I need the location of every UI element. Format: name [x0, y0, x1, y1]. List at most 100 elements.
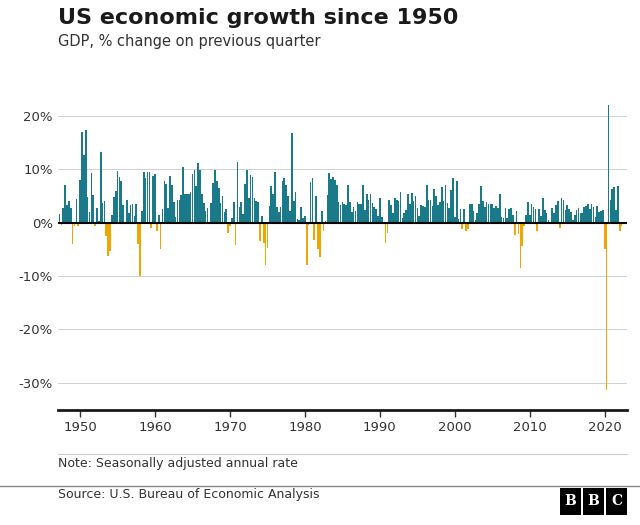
Bar: [529, 215, 531, 223]
Bar: [201, 194, 203, 223]
Bar: [113, 197, 115, 223]
Bar: [401, 218, 403, 223]
Bar: [458, 219, 460, 223]
Bar: [373, 207, 375, 223]
Bar: [417, 208, 418, 223]
Bar: [422, 206, 424, 223]
Bar: [392, 213, 394, 223]
Bar: [493, 208, 495, 223]
Bar: [295, 192, 296, 223]
Bar: [613, 187, 615, 223]
Bar: [435, 196, 437, 223]
Bar: [134, 216, 135, 223]
Bar: [314, 223, 315, 239]
Bar: [76, 199, 77, 223]
Bar: [310, 182, 312, 223]
Bar: [426, 185, 428, 223]
Bar: [334, 180, 336, 223]
Bar: [173, 202, 175, 223]
Bar: [94, 223, 96, 226]
Bar: [609, 200, 611, 223]
Bar: [64, 185, 66, 223]
Bar: [214, 170, 216, 223]
Bar: [502, 218, 504, 223]
Bar: [293, 201, 294, 223]
Bar: [278, 212, 280, 223]
Bar: [356, 202, 358, 223]
Bar: [351, 213, 353, 223]
Bar: [460, 209, 461, 223]
Bar: [443, 201, 444, 223]
Bar: [461, 223, 463, 229]
Bar: [477, 213, 478, 223]
Bar: [130, 205, 131, 223]
Bar: [347, 185, 349, 223]
Bar: [570, 212, 572, 223]
Bar: [424, 207, 426, 223]
Text: Note: Seasonally adjusted annual rate: Note: Seasonally adjusted annual rate: [58, 457, 298, 470]
Bar: [323, 223, 324, 230]
Bar: [270, 186, 272, 223]
Bar: [267, 223, 268, 248]
Bar: [282, 182, 284, 223]
Bar: [115, 191, 116, 223]
Bar: [116, 171, 118, 223]
Bar: [415, 196, 416, 223]
Bar: [600, 211, 602, 223]
Bar: [595, 217, 596, 223]
Bar: [289, 211, 291, 223]
Bar: [510, 208, 512, 223]
Bar: [124, 222, 126, 223]
Bar: [239, 206, 240, 223]
Bar: [308, 223, 310, 225]
Bar: [433, 189, 435, 223]
Bar: [209, 223, 210, 224]
Bar: [81, 132, 83, 223]
Bar: [615, 210, 617, 223]
Bar: [62, 207, 64, 223]
Bar: [175, 217, 177, 223]
Bar: [617, 186, 619, 223]
Bar: [428, 200, 429, 223]
Bar: [520, 223, 521, 268]
Bar: [316, 196, 317, 223]
Bar: [272, 194, 274, 223]
Bar: [106, 223, 107, 236]
Bar: [372, 203, 373, 223]
Bar: [244, 184, 246, 223]
Bar: [607, 105, 609, 223]
Bar: [387, 223, 388, 233]
Bar: [482, 201, 484, 223]
Bar: [70, 208, 72, 223]
Bar: [580, 213, 581, 223]
Bar: [452, 178, 454, 223]
Bar: [572, 220, 573, 223]
Bar: [394, 198, 396, 223]
Bar: [544, 210, 545, 223]
Bar: [162, 208, 163, 223]
Bar: [102, 203, 104, 223]
Bar: [465, 223, 467, 231]
Bar: [207, 208, 208, 223]
Bar: [587, 204, 589, 223]
Bar: [501, 217, 502, 223]
Bar: [296, 219, 298, 223]
Bar: [180, 195, 182, 223]
Bar: [143, 172, 145, 223]
Bar: [205, 211, 207, 223]
Bar: [568, 208, 570, 223]
Bar: [554, 213, 555, 223]
Bar: [140, 223, 141, 276]
Bar: [563, 200, 564, 223]
Bar: [451, 191, 452, 223]
Bar: [454, 217, 456, 223]
Bar: [437, 205, 439, 223]
Bar: [104, 201, 105, 223]
Bar: [420, 205, 422, 223]
Bar: [246, 170, 248, 223]
Bar: [362, 185, 364, 223]
Bar: [85, 130, 86, 223]
Bar: [596, 206, 598, 223]
Bar: [136, 204, 137, 223]
Bar: [463, 208, 465, 223]
